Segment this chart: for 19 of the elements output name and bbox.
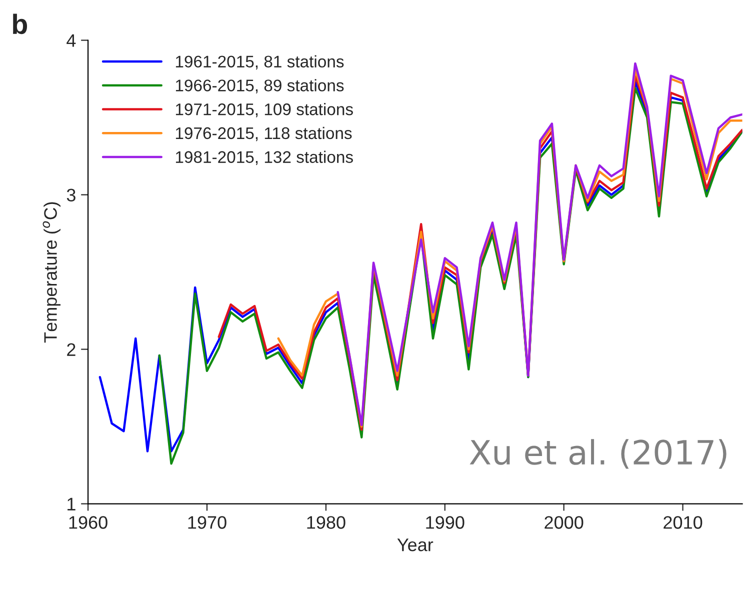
x-tick-label: 1980 <box>307 516 346 529</box>
x-tick-label: 1990 <box>426 516 464 529</box>
legend-label: 1961-2015, 81 stations <box>176 55 344 70</box>
y-axis-title: Temperature ($^{o}$C) <box>42 202 60 343</box>
legend-label: 1966-2015, 89 stations <box>176 79 344 94</box>
y-tick-label: 4 <box>66 34 76 47</box>
x-tick-label: 2010 <box>664 516 702 529</box>
legend-label: 1971-2015, 109 stations <box>176 102 353 118</box>
x-tick-label: 1960 <box>69 516 108 529</box>
legend-label: 1981-2015, 132 stations <box>176 150 353 165</box>
x-tick-label: 2000 <box>544 516 584 529</box>
x-tick-label: 1970 <box>188 516 226 529</box>
y-tick-label: 3 <box>66 188 76 202</box>
x-axis-title: Year <box>397 538 434 552</box>
annotation: Xu et al. (2017) <box>470 439 726 469</box>
y-tick-label: 1 <box>68 498 76 510</box>
y-tick-label: 2 <box>67 343 76 356</box>
legend-label: 1976-2015, 118 stations <box>176 126 352 142</box>
text: b <box>13 14 28 34</box>
